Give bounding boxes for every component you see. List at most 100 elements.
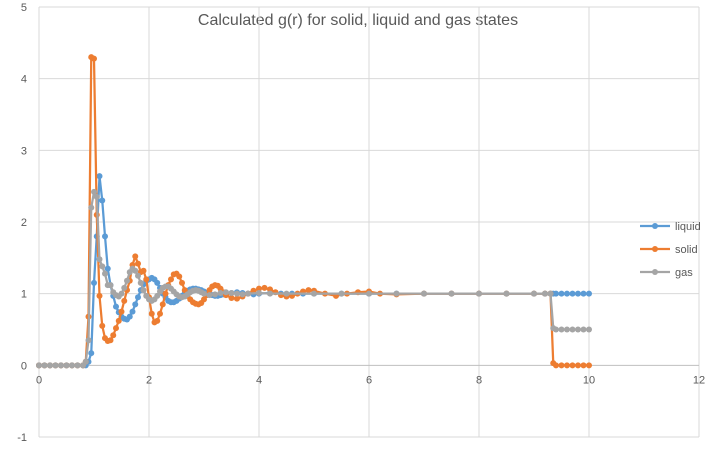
data-point-gas	[93, 193, 100, 200]
data-point-gas	[586, 326, 592, 333]
data-point-gas	[52, 362, 59, 369]
y-tick-label: 0	[21, 360, 27, 372]
data-point-gas	[58, 362, 64, 369]
legend-label: liquid	[675, 221, 701, 233]
data-point-gas	[36, 362, 42, 369]
data-point-gas	[228, 289, 235, 296]
data-point-gas	[206, 292, 213, 299]
data-point-solid	[91, 55, 97, 62]
data-point-liquid	[569, 290, 576, 297]
legend-item-solid: solid	[640, 244, 698, 256]
data-point-liquid	[558, 290, 565, 297]
data-point-gas	[531, 290, 537, 297]
data-point-gas	[564, 326, 570, 333]
data-point-liquid	[132, 301, 139, 308]
data-point-solid	[234, 295, 240, 302]
data-point-solid	[305, 287, 312, 294]
data-point-gas	[338, 290, 345, 297]
data-point-gas	[47, 362, 53, 369]
y-tick-label: 4	[21, 74, 27, 86]
data-point-solid	[140, 267, 147, 274]
data-point-solid	[256, 285, 262, 292]
x-tick-label: 0	[36, 374, 42, 386]
data-point-gas	[542, 290, 548, 297]
y-tick-label: 3	[21, 145, 27, 157]
data-point-liquid	[99, 197, 106, 204]
data-point-solid	[575, 362, 581, 369]
x-tick-label: 12	[693, 374, 705, 386]
data-point-liquid	[126, 313, 133, 320]
data-point-solid	[107, 337, 114, 344]
legend-label: gas	[675, 267, 693, 279]
data-point-gas	[107, 282, 114, 289]
data-point-gas	[91, 188, 97, 195]
data-point-gas	[96, 256, 103, 263]
data-point-gas	[283, 290, 290, 297]
data-point-solid	[148, 310, 155, 317]
data-point-liquid	[135, 294, 141, 301]
data-point-gas	[88, 204, 95, 211]
data-point-gas	[476, 290, 482, 297]
data-point-liquid	[575, 290, 581, 297]
data-point-gas	[569, 326, 576, 333]
data-point-solid	[113, 325, 119, 332]
data-point-liquid	[580, 290, 587, 297]
x-tick-label: 4	[256, 374, 262, 386]
legend-swatch-marker	[652, 269, 658, 275]
data-point-liquid	[96, 173, 103, 180]
data-point-solid	[558, 362, 565, 369]
legend-swatch-marker	[652, 223, 658, 229]
data-point-gas	[118, 290, 125, 297]
data-point-gas	[132, 267, 139, 274]
data-point-gas	[558, 326, 565, 333]
data-point-solid	[157, 310, 163, 317]
data-point-liquid	[104, 265, 111, 272]
data-point-gas	[223, 289, 229, 296]
data-point-gas	[448, 290, 455, 297]
data-point-gas	[121, 284, 128, 291]
data-point-solid	[267, 286, 273, 293]
data-point-solid	[132, 253, 139, 260]
legend-item-liquid: liquid	[640, 221, 701, 233]
data-point-gas	[41, 362, 48, 369]
data-point-gas	[217, 289, 224, 296]
data-point-gas	[580, 326, 587, 333]
data-point-solid	[261, 284, 268, 291]
data-point-gas	[245, 290, 251, 297]
data-point-solid	[564, 362, 570, 369]
data-point-gas	[212, 291, 218, 298]
data-point-gas	[421, 290, 427, 297]
data-point-gas	[82, 358, 89, 365]
data-point-liquid	[564, 290, 570, 297]
data-point-solid	[586, 362, 592, 369]
data-point-solid	[179, 279, 185, 286]
data-point-gas	[140, 287, 147, 294]
series-layer	[36, 54, 592, 369]
data-point-gas	[201, 290, 207, 297]
data-point-liquid	[113, 303, 119, 310]
data-point-gas	[503, 290, 510, 297]
y-tick-label: 2	[21, 217, 27, 229]
data-point-gas	[85, 337, 92, 344]
data-point-gas	[547, 290, 554, 297]
data-point-solid	[110, 332, 117, 339]
data-point-solid	[154, 317, 161, 324]
data-point-solid	[228, 294, 235, 301]
data-point-gas	[393, 290, 400, 297]
chart-title: Calculated g(r) for solid, liquid and ga…	[198, 12, 518, 29]
data-point-gas	[311, 290, 317, 297]
data-point-gas	[137, 279, 144, 286]
series-gas	[36, 188, 592, 369]
data-point-liquid	[553, 290, 559, 297]
data-point-solid	[162, 290, 169, 297]
data-point-liquid	[154, 279, 161, 286]
y-tick-label: -1	[17, 432, 27, 444]
legend: liquid solid gas	[640, 221, 701, 279]
data-point-gas	[74, 362, 81, 369]
data-point-gas	[124, 277, 130, 284]
x-tick-label: 10	[583, 374, 595, 386]
data-point-gas	[575, 326, 581, 333]
data-point-solid	[201, 296, 207, 303]
data-point-solid	[553, 362, 559, 369]
